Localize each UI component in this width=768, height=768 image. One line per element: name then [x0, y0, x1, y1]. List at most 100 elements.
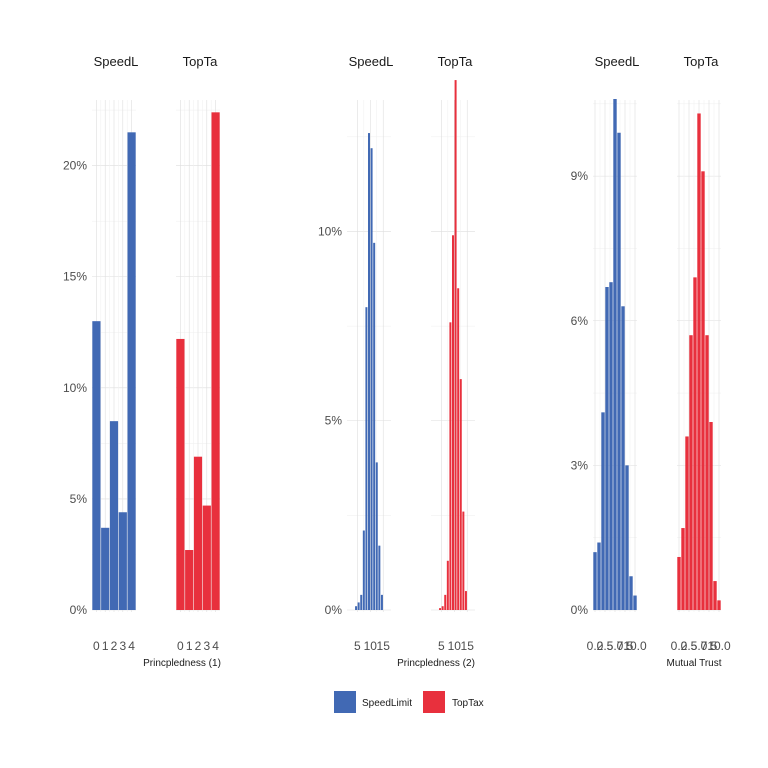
x-tick-label: 0: [177, 639, 184, 653]
bar-toptax: [449, 322, 452, 610]
bar-toptax: [193, 456, 203, 610]
bar-toptax: [441, 606, 444, 610]
x-tick-label: 2: [111, 639, 118, 653]
facet-strip-label: SpeedL: [349, 54, 394, 69]
legend-swatch-toptax: [423, 691, 445, 713]
y-tick-label: 0%: [325, 603, 343, 617]
x-tick-label: 7.5: [701, 639, 718, 653]
x-tick-label: 4: [128, 639, 135, 653]
x-tick-label: 15: [377, 639, 391, 653]
bar-speedlimit: [378, 545, 381, 610]
x-axis-title: Mutual Trust: [666, 658, 721, 669]
bar-speedlimit: [625, 465, 629, 610]
bar-speedlimit: [605, 287, 609, 610]
facet-strip-label: SpeedL: [595, 54, 640, 69]
y-tick-label: 15%: [63, 270, 87, 284]
bar-speedlimit: [101, 527, 110, 610]
facet-strip-label: SpeedL: [94, 54, 139, 69]
bar-toptax: [681, 528, 685, 610]
y-tick-label: 20%: [63, 159, 87, 173]
x-tick-label: 10.0: [623, 639, 647, 653]
x-tick-label: 4: [212, 639, 219, 653]
bar-toptax: [202, 505, 211, 610]
bar-speedlimit: [621, 306, 625, 610]
y-tick-label: 0%: [571, 603, 589, 617]
facet-toptax: TopTa 5 10 15: [431, 54, 475, 653]
x-tick-label: 7.5: [617, 639, 634, 653]
bar-toptax: [713, 581, 717, 610]
x-tick-label: 3: [203, 639, 210, 653]
x-axis-title: Princpledness (2): [397, 658, 475, 669]
bar-speedlimit: [365, 307, 368, 610]
bar-speedlimit: [360, 594, 363, 610]
x-tick-label: 0.0: [671, 639, 688, 653]
x-tick-label: 0: [93, 639, 100, 653]
bar-speedlimit: [629, 576, 633, 610]
bar-toptax: [685, 436, 689, 610]
facet-toptax: TopTa 0 1 2 3 4: [176, 54, 220, 653]
y-tick-label: 3%: [571, 458, 589, 472]
legend: SpeedLimit TopTax: [334, 691, 484, 713]
bar-toptax: [185, 550, 194, 610]
bar-toptax: [677, 556, 681, 610]
bar-speedlimit: [633, 595, 637, 610]
bar-toptax: [446, 560, 449, 610]
x-tick-label: 3: [119, 639, 126, 653]
facet-toptax: TopTa 0.02.55.07.510.0: [671, 54, 731, 653]
bar-toptax: [211, 112, 220, 610]
bar-speedlimit: [593, 552, 597, 610]
facet-speedlimit: SpeedL 0.02.55.07.510.0: [587, 54, 647, 653]
bar-speedlimit: [380, 594, 383, 610]
bar-speedlimit: [373, 242, 376, 610]
y-tick-label: 5%: [70, 492, 88, 506]
bar-speedlimit: [597, 542, 601, 610]
y-tick-label: 9%: [571, 169, 589, 183]
bar-toptax: [454, 80, 457, 610]
x-tick-label: 5.0: [607, 639, 624, 653]
legend-label-speedlimit: SpeedLimit: [362, 698, 412, 709]
facet-speedlimit: SpeedL 5 10 15: [347, 54, 393, 653]
bar-toptax: [689, 335, 693, 610]
legend-label-toptax: TopTax: [452, 698, 484, 709]
bar-speedlimit: [355, 606, 358, 610]
y-tick-label: 10%: [318, 224, 342, 238]
bar-speedlimit: [109, 421, 119, 610]
bar-speedlimit: [375, 462, 378, 610]
bar-speedlimit: [609, 282, 613, 610]
bar-toptax: [697, 113, 701, 610]
y-tick-label: 5%: [325, 414, 343, 428]
bar-speedlimit: [601, 412, 605, 610]
bar-toptax: [457, 288, 460, 610]
x-tick-label: 2.5: [681, 639, 698, 653]
facet-strip-label: TopTa: [438, 54, 473, 69]
x-tick-label: 10: [364, 639, 378, 653]
x-tick-label: 5: [438, 639, 445, 653]
bar-toptax: [705, 335, 709, 610]
bar-speedlimit: [118, 512, 127, 610]
facet-strip-label: TopTa: [183, 54, 218, 69]
x-axis-title: Princpledness (1): [143, 658, 221, 669]
legend-swatch-speedlimit: [334, 691, 356, 713]
bar-toptax: [717, 600, 721, 610]
bar-toptax: [701, 171, 705, 610]
bar-speedlimit: [127, 132, 136, 610]
bar-toptax: [439, 608, 442, 610]
facet-strip-label: TopTa: [684, 54, 719, 69]
bar-speedlimit: [617, 132, 621, 610]
bar-toptax: [693, 277, 697, 610]
y-tick-label: 0%: [70, 603, 88, 617]
x-tick-label: 5: [354, 639, 361, 653]
bar-speedlimit: [613, 99, 617, 610]
bar-toptax: [176, 338, 185, 610]
x-tick-label: 1: [102, 639, 109, 653]
bar-speedlimit: [368, 133, 370, 611]
bar-toptax: [459, 379, 462, 610]
bar-speedlimit: [92, 321, 101, 610]
bar-toptax: [444, 594, 447, 610]
bar-speedlimit: [357, 602, 360, 610]
y-tick-label: 10%: [63, 381, 87, 395]
bar-speedlimit: [362, 530, 365, 610]
